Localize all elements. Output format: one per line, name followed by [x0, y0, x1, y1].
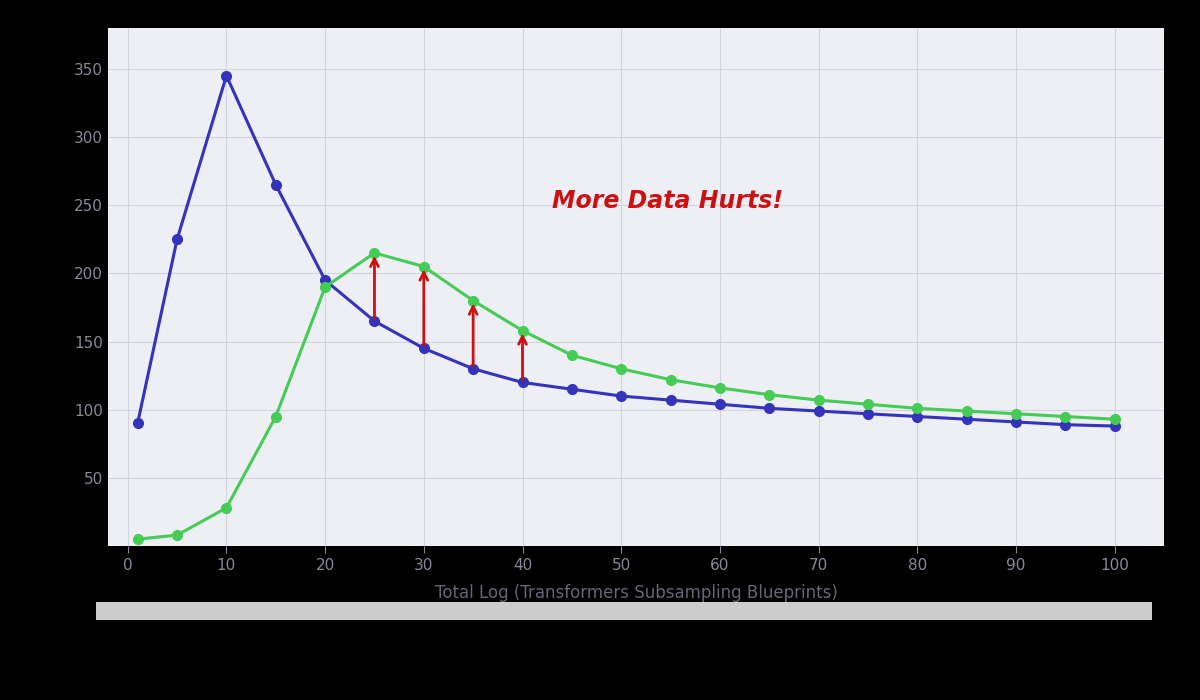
fewer samples	[762, 404, 776, 412]
more samples	[614, 365, 629, 373]
fewer samples	[466, 365, 480, 373]
more samples	[762, 391, 776, 399]
more samples	[960, 407, 974, 415]
fewer samples	[713, 400, 727, 408]
more samples	[269, 412, 283, 421]
X-axis label: Total Log (Transformers Subsampling Blueprints): Total Log (Transformers Subsampling Blue…	[434, 584, 838, 602]
Line: more samples: more samples	[133, 248, 1120, 544]
fewer samples	[318, 276, 332, 284]
more samples	[910, 404, 924, 412]
fewer samples	[860, 410, 875, 418]
fewer samples	[515, 378, 529, 386]
more samples	[811, 396, 826, 405]
fewer samples	[220, 71, 234, 80]
fewer samples	[170, 235, 185, 244]
more samples	[1009, 410, 1024, 418]
Text: More Data Hurts!: More Data Hurts!	[552, 189, 784, 213]
fewer samples	[614, 392, 629, 400]
fewer samples	[1009, 418, 1024, 426]
fewer samples	[1058, 421, 1073, 429]
more samples	[416, 262, 431, 271]
fewer samples	[565, 385, 580, 393]
more samples	[318, 283, 332, 291]
fewer samples	[960, 415, 974, 424]
more samples	[860, 400, 875, 408]
fewer samples	[811, 407, 826, 415]
more samples	[131, 535, 145, 543]
more samples	[664, 375, 678, 384]
more samples	[220, 503, 234, 512]
more samples	[367, 248, 382, 257]
Line: fewer samples: fewer samples	[133, 71, 1120, 431]
fewer samples	[367, 317, 382, 326]
fewer samples	[269, 181, 283, 189]
fewer samples	[910, 412, 924, 421]
more samples	[1058, 412, 1073, 421]
more samples	[466, 296, 480, 304]
more samples	[170, 531, 185, 539]
fewer samples	[1108, 422, 1122, 430]
fewer samples	[131, 419, 145, 428]
more samples	[565, 351, 580, 359]
more samples	[713, 384, 727, 392]
more samples	[1108, 415, 1122, 424]
fewer samples	[416, 344, 431, 353]
more samples	[515, 326, 529, 335]
fewer samples	[664, 396, 678, 405]
